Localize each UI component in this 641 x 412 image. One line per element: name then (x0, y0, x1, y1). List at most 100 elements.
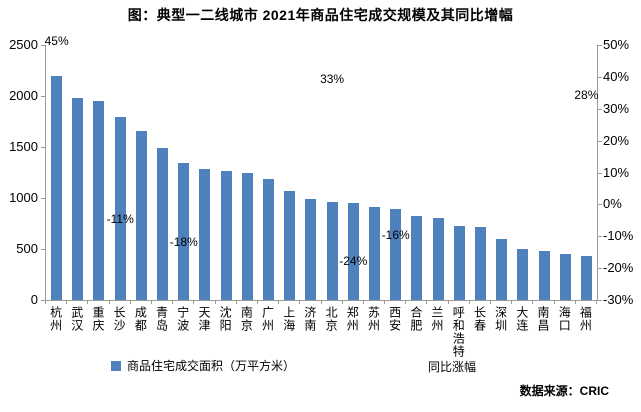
x-axis-label: 天津 (196, 306, 211, 332)
right-axis-tick-label: -30% (603, 292, 634, 307)
bar (241, 172, 253, 300)
bar (284, 191, 296, 300)
axis-tick (66, 300, 68, 304)
bar (411, 215, 423, 300)
axis-tick (278, 300, 280, 304)
data-source: 数据来源：CRIC (519, 384, 609, 398)
plot-area: 45% -11% -18% 33% -24% -16% 28% (45, 34, 598, 301)
axis-tick (214, 300, 216, 304)
growth-data-label: -16% (381, 228, 410, 243)
left-axis-tick-label: 1000 (9, 190, 38, 205)
x-axis-label: 宁波 (175, 306, 190, 332)
axis-tick (597, 172, 602, 174)
axis-tick (150, 300, 152, 304)
axis-tick (597, 204, 602, 206)
axis-tick (362, 300, 364, 304)
axis-tick (41, 147, 45, 148)
axis-tick (193, 300, 195, 304)
x-axis-label: 大连 (514, 306, 529, 332)
x-axis-label: 长沙 (112, 306, 127, 332)
growth-data-label: -18% (169, 234, 198, 249)
right-axis-tick-label: 10% (603, 164, 630, 180)
legend-item-area: 商品住宅成交面积（万平方米） (111, 357, 295, 374)
axis-tick (574, 300, 576, 304)
x-axis-label: 武汉 (69, 306, 84, 332)
bar (305, 199, 317, 300)
x-axis-label: 海口 (557, 306, 572, 332)
axis-tick (108, 300, 110, 304)
bar (432, 218, 444, 300)
axis-tick (490, 300, 492, 304)
bar (580, 256, 592, 300)
bar (199, 168, 211, 300)
right-axis-tick-label: 30% (603, 100, 630, 116)
left-axis-tick-label: 2500 (9, 37, 38, 52)
x-axis-label: 上海 (281, 306, 296, 332)
bar (326, 202, 338, 300)
x-axis-label: 南昌 (536, 306, 551, 332)
bar (347, 203, 359, 300)
axis-tick (447, 300, 449, 304)
axis-tick (41, 300, 45, 301)
bar (114, 116, 126, 300)
x-axis-labels: 杭州 武汉 重庆 长沙 成都 青岛 宁波 天津 沈阳 南京 广州 上海 济南 北京 郑州 苏州 西安 合肥 兰州 呼和… (45, 306, 596, 372)
axis-tick (597, 300, 602, 301)
axis-tick (45, 300, 46, 304)
bar (538, 250, 550, 300)
growth-data-label: -11% (106, 212, 134, 227)
x-axis-label: 南京 (239, 306, 254, 332)
bar (157, 148, 169, 300)
axis-tick (87, 300, 89, 304)
bar (368, 206, 380, 300)
axis-tick (384, 300, 386, 304)
x-axis-label: 沈阳 (218, 306, 233, 332)
axis-tick (172, 300, 174, 304)
bar (135, 130, 147, 300)
axis-tick (597, 140, 602, 142)
bar (517, 248, 529, 300)
chart-title: 图：典型一二线城市 2021年商品住宅成交规模及其同比增幅 (127, 7, 514, 23)
legend-label-area: 商品住宅成交面积（万平方米） (127, 359, 296, 373)
axis-tick (597, 236, 602, 238)
right-axis-tick-label: 20% (603, 132, 630, 148)
axis-tick (299, 300, 301, 304)
growth-data-label: -24% (339, 253, 368, 268)
axis-tick (468, 300, 470, 304)
x-axis-label: 北京 (324, 306, 339, 332)
x-axis-label: 苏州 (366, 306, 381, 332)
bar (72, 97, 84, 300)
bar (559, 254, 571, 300)
axis-tick (511, 300, 513, 304)
axis-tick (235, 300, 237, 304)
axis-tick (597, 268, 602, 270)
axis-tick (426, 300, 428, 304)
bar (263, 179, 275, 300)
legend-square-icon (111, 360, 121, 371)
x-axis-label: 福州 (578, 306, 593, 332)
left-axis-tick-label: 1500 (9, 139, 38, 154)
axis-tick (405, 300, 407, 304)
right-axis-tick-label: -20% (603, 260, 634, 276)
axis-tick (41, 198, 45, 199)
axis-tick (597, 76, 602, 78)
legend-item-growth: 同比涨幅 (428, 358, 476, 375)
right-axis-tick-label: 40% (603, 68, 630, 84)
x-axis-label: 广州 (260, 306, 275, 332)
left-axis-tick-label: 2000 (9, 88, 38, 103)
right-axis-tick-label: 0% (603, 196, 622, 212)
x-axis-label: 成都 (133, 306, 148, 332)
axis-tick (320, 300, 322, 304)
legend-label-growth: 同比涨幅 (428, 360, 477, 374)
bar (474, 227, 486, 300)
x-axis-label: 青岛 (154, 306, 169, 332)
growth-data-label: 45% (44, 33, 69, 48)
right-axis-tick-label: -10% (603, 228, 634, 244)
axis-tick (129, 300, 131, 304)
x-axis-label: 西安 (387, 306, 402, 332)
bar (178, 163, 190, 300)
axis-tick (341, 300, 343, 304)
bar (51, 75, 63, 300)
growth-data-label: 28% (574, 88, 599, 103)
bar (496, 239, 508, 300)
axis-tick (532, 300, 534, 304)
